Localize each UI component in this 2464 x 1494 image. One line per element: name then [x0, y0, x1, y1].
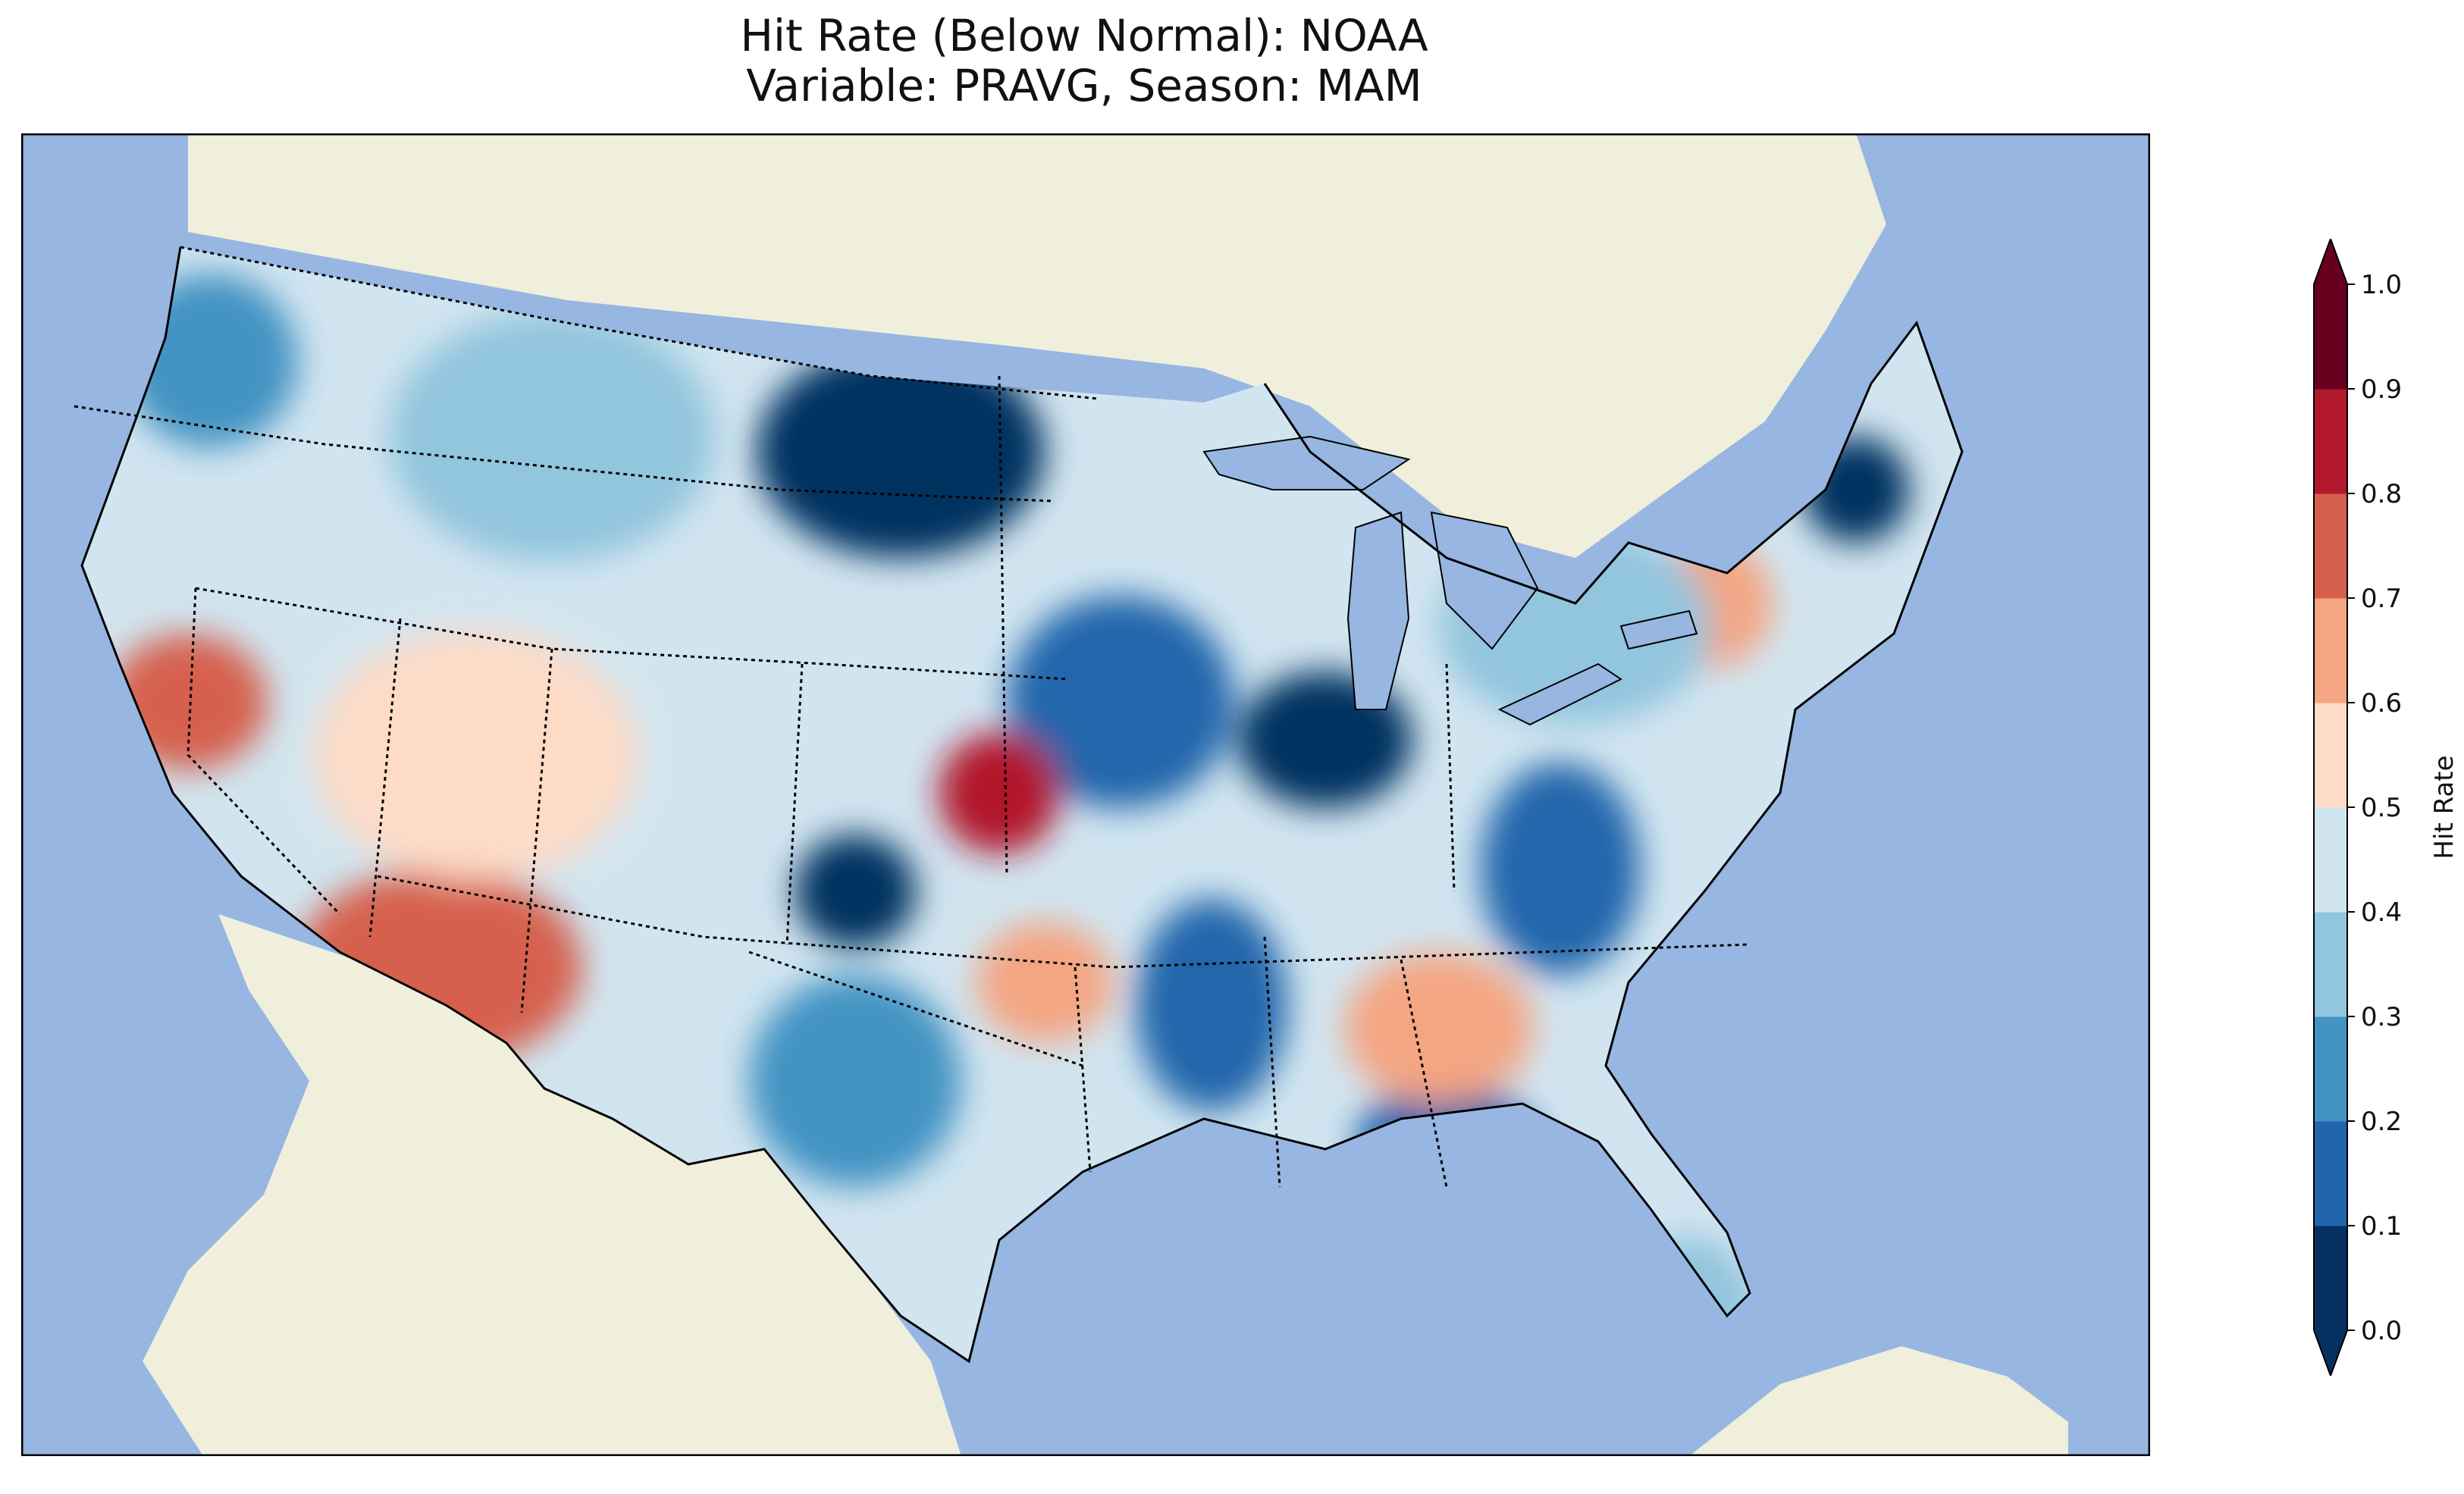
- colorbar-segment: [2314, 1121, 2347, 1226]
- border-co-ks: [785, 663, 804, 945]
- map-title-line-2: Variable: PRAVG, Season: MAM: [746, 60, 1422, 111]
- colorbar-tick-label: 0.0: [2361, 1316, 2402, 1346]
- region-alabama-georgia: [1344, 952, 1534, 1104]
- colorbar-ticks: 0.0 0.1 0.2 0.3 0.4 0.5 0.6 0.7 0.8 0.9 1.0: [2347, 270, 2402, 1346]
- colorbar-tick-label: 0.9: [2361, 374, 2402, 405]
- coastline: [80, 246, 1964, 1364]
- border-nv-ut: [368, 618, 402, 938]
- map-title-line-1: Hit Rate (Below Normal): NOAA: [740, 10, 1428, 61]
- lake-ontario: [1619, 609, 1698, 650]
- region-northern-rockies: [389, 312, 715, 562]
- colorbar-tick-label: 0.2: [2361, 1107, 2402, 1137]
- colorbar-label: Hit Rate: [2429, 755, 2459, 859]
- colorbar-segment: [2314, 493, 2347, 599]
- colorbar-segment: [2314, 598, 2347, 703]
- region-west-texas: [749, 975, 961, 1187]
- map-panel: [21, 133, 2150, 1456]
- colorbar-segment: [2314, 1016, 2347, 1122]
- colorbar-segment: [2314, 1226, 2347, 1331]
- lake-superior: [1202, 435, 1411, 490]
- state-borders: [74, 246, 1751, 1188]
- region-lower-mississippi: [1136, 899, 1287, 1111]
- border-in-oh: [1445, 663, 1456, 892]
- great-lakes: [1202, 435, 1698, 726]
- region-appalachians-carolinas: [1481, 763, 1640, 975]
- border-ok-tx: [748, 951, 1083, 1067]
- region-oklahoma-texas-panhandle: [795, 835, 916, 948]
- colorbar-extend-min: [2314, 1330, 2347, 1376]
- region-nevada-utah: [313, 630, 639, 880]
- map-frame: [21, 133, 2150, 1456]
- region-northern-plains-dakotas: [757, 346, 1045, 558]
- region-central-plains-missouri: [1007, 596, 1234, 808]
- border-lat-49: [180, 246, 1099, 400]
- mexico-land: [143, 914, 961, 1456]
- border-ca-nv: [187, 587, 341, 916]
- map-title: Hit Rate (Below Normal): NOAA Variable: …: [0, 11, 2168, 111]
- colorbar-tick-label: 1.0: [2361, 270, 2402, 300]
- border-ut-co: [520, 648, 553, 1013]
- border-al-ga: [1400, 959, 1448, 1188]
- colorbar-tick-label: 0.1: [2361, 1211, 2402, 1242]
- colorbar-tick-label: 0.6: [2361, 688, 2402, 719]
- border-nd-mn: [998, 375, 1008, 877]
- colorbar: 0.0 0.1 0.2 0.3 0.4 0.5 0.6 0.7 0.8 0.9 1.0 Hit Ra…: [2313, 239, 2459, 1376]
- colorbar-segment: [2314, 807, 2347, 913]
- colorbar-tick-label: 0.4: [2361, 897, 2402, 928]
- colorbar-extend-max: [2314, 239, 2347, 284]
- colorbar-segments: [2313, 239, 2348, 1376]
- colorbar-tick-label: 0.5: [2361, 793, 2402, 823]
- colorbar-tick-label: 0.7: [2361, 584, 2402, 614]
- lake-huron: [1430, 511, 1539, 650]
- colorbar-segment: [2314, 703, 2347, 808]
- colorbar-tick-label: 0.3: [2361, 1002, 2402, 1032]
- lake-erie: [1497, 662, 1622, 726]
- colorbar-segment: [2314, 284, 2347, 390]
- region-kansas: [939, 732, 1060, 853]
- colorbar-segment: [2314, 389, 2347, 494]
- region-east-texas-oklahoma: [977, 922, 1113, 1043]
- colorbar-segment: [2314, 912, 2347, 1017]
- canada-land: [188, 133, 1886, 558]
- cuba-land: [1689, 1346, 2068, 1456]
- lake-michigan: [1346, 511, 1410, 710]
- colorbar-tick-label: 0.8: [2361, 479, 2402, 509]
